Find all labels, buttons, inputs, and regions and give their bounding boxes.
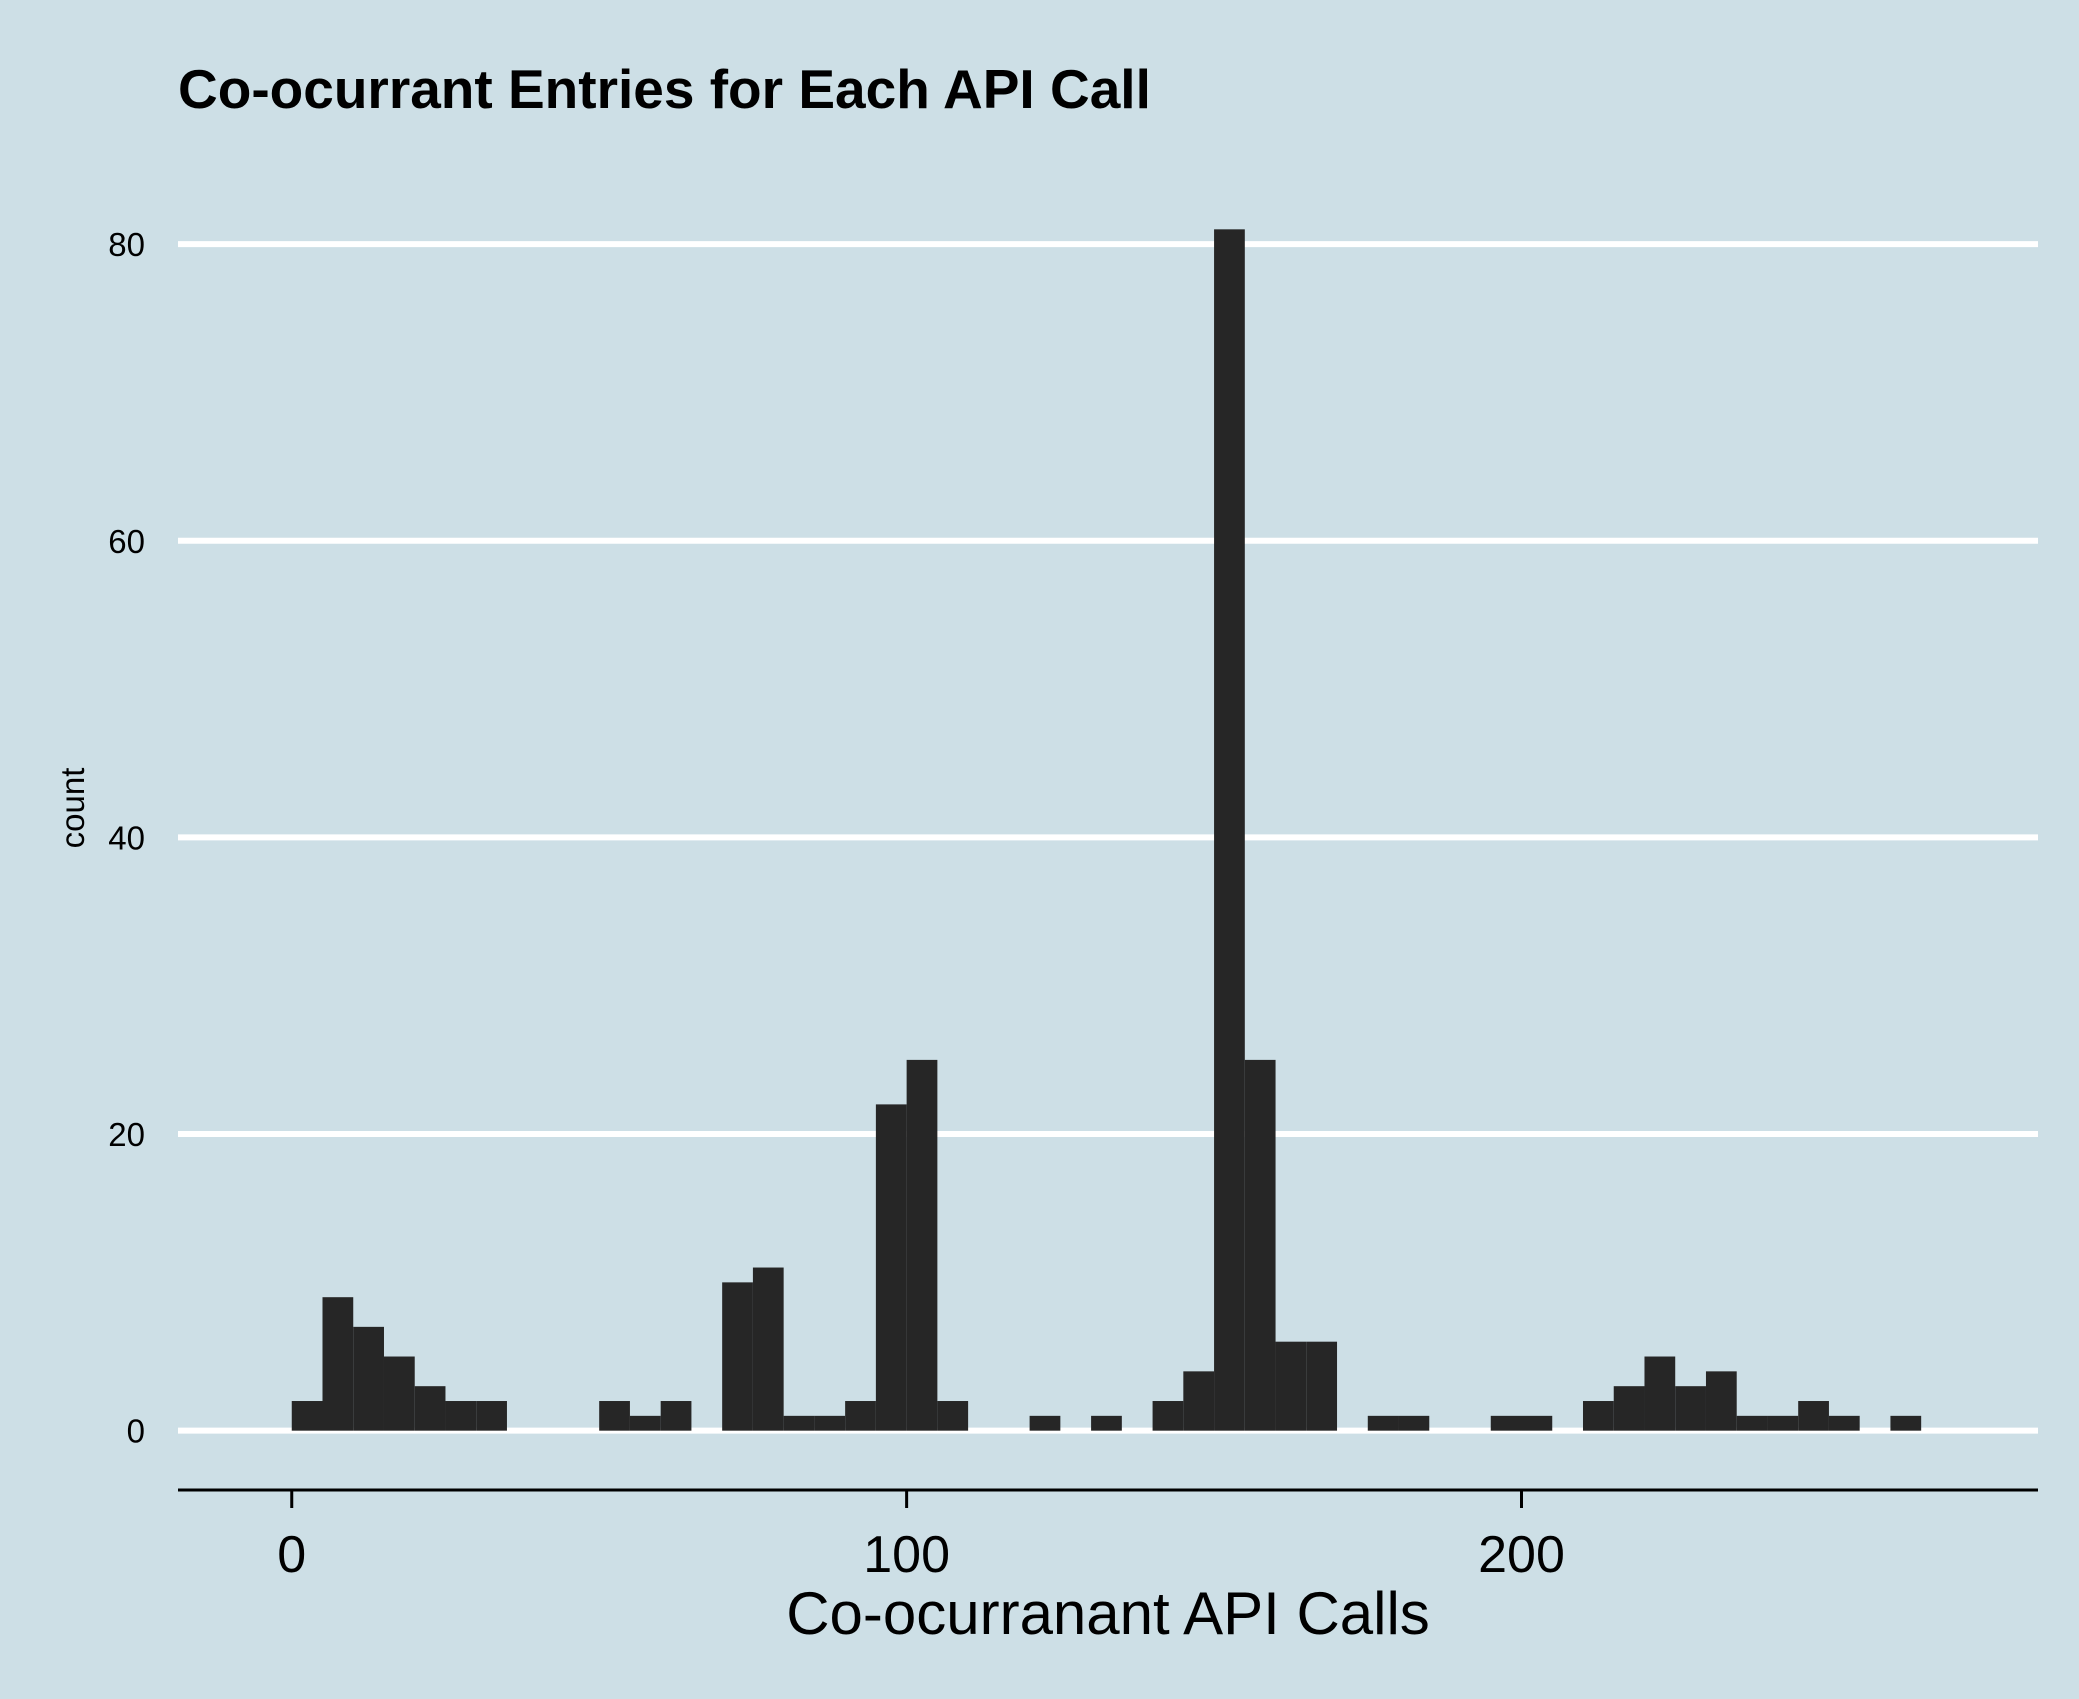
histogram-bar-39 xyxy=(1890,1415,1922,1431)
histogram-bar-10 xyxy=(722,1282,753,1431)
y-tick-label-20: 20 xyxy=(108,1116,145,1153)
y-tick-label-40: 40 xyxy=(108,819,145,856)
histogram-bar-30 xyxy=(1582,1401,1614,1431)
histogram-bar-2 xyxy=(353,1326,384,1431)
histogram-bar-7 xyxy=(599,1401,630,1431)
histogram-bar-21 xyxy=(1183,1371,1215,1431)
histogram-bar-36 xyxy=(1767,1415,1799,1431)
gridlines xyxy=(178,241,2038,1434)
y-tick-label-60: 60 xyxy=(108,523,145,560)
histogram-bar-38 xyxy=(1828,1415,1860,1431)
y-axis-label: count xyxy=(54,768,91,849)
histogram-bar-16 xyxy=(906,1059,938,1431)
histogram-bar-14 xyxy=(845,1401,876,1431)
histogram-bar-32 xyxy=(1644,1356,1676,1431)
histogram-bar-23 xyxy=(1244,1059,1276,1431)
x-ticks: 0 100 200 xyxy=(277,1490,1565,1584)
histogram-bar-26 xyxy=(1367,1415,1399,1431)
x-tick-label-0: 0 xyxy=(277,1526,306,1584)
histogram-bar-19 xyxy=(1091,1415,1122,1431)
bars xyxy=(291,229,1922,1431)
histogram-bar-34 xyxy=(1705,1371,1737,1431)
x-axis-label: Co-ocurranant API Calls xyxy=(786,1580,1430,1647)
histogram-bar-3 xyxy=(383,1356,415,1431)
histogram-bar-5 xyxy=(445,1401,477,1431)
x-tick-label-200: 200 xyxy=(1478,1526,1565,1584)
histogram-bar-22 xyxy=(1214,229,1245,1431)
histogram-bar-18 xyxy=(1029,1415,1061,1431)
histogram-bar-9 xyxy=(660,1401,692,1431)
histogram-bar-8 xyxy=(629,1415,661,1431)
histogram-bar-13 xyxy=(814,1415,846,1431)
histogram-bar-20 xyxy=(1152,1401,1184,1431)
histogram-bar-29 xyxy=(1521,1415,1553,1431)
histogram-bar-25 xyxy=(1306,1341,1338,1431)
histogram-bar-0 xyxy=(291,1401,323,1431)
histogram-bar-6 xyxy=(476,1401,507,1431)
histogram-bar-15 xyxy=(875,1104,907,1431)
y-tick-label-80: 80 xyxy=(108,226,145,263)
histogram-bar-37 xyxy=(1798,1401,1829,1431)
histogram-bar-4 xyxy=(414,1386,446,1431)
histogram-bar-1 xyxy=(322,1297,354,1431)
y-tick-label-0: 0 xyxy=(127,1413,145,1450)
chart-title: Co-ocurrant Entries for Each API Call xyxy=(178,58,1151,120)
histogram-bar-31 xyxy=(1613,1386,1645,1431)
histogram-bar-24 xyxy=(1275,1341,1307,1431)
x-tick-label-100: 100 xyxy=(863,1526,950,1584)
histogram-bar-12 xyxy=(783,1415,815,1431)
histogram-bar-17 xyxy=(937,1401,969,1431)
histogram-bar-11 xyxy=(752,1267,784,1431)
y-tick-labels: 0 20 40 60 80 xyxy=(108,226,145,1450)
histogram-bar-28 xyxy=(1490,1415,1522,1431)
histogram-bar-33 xyxy=(1675,1386,1706,1431)
histogram-bar-27 xyxy=(1398,1415,1430,1431)
histogram-bar-35 xyxy=(1736,1415,1768,1431)
